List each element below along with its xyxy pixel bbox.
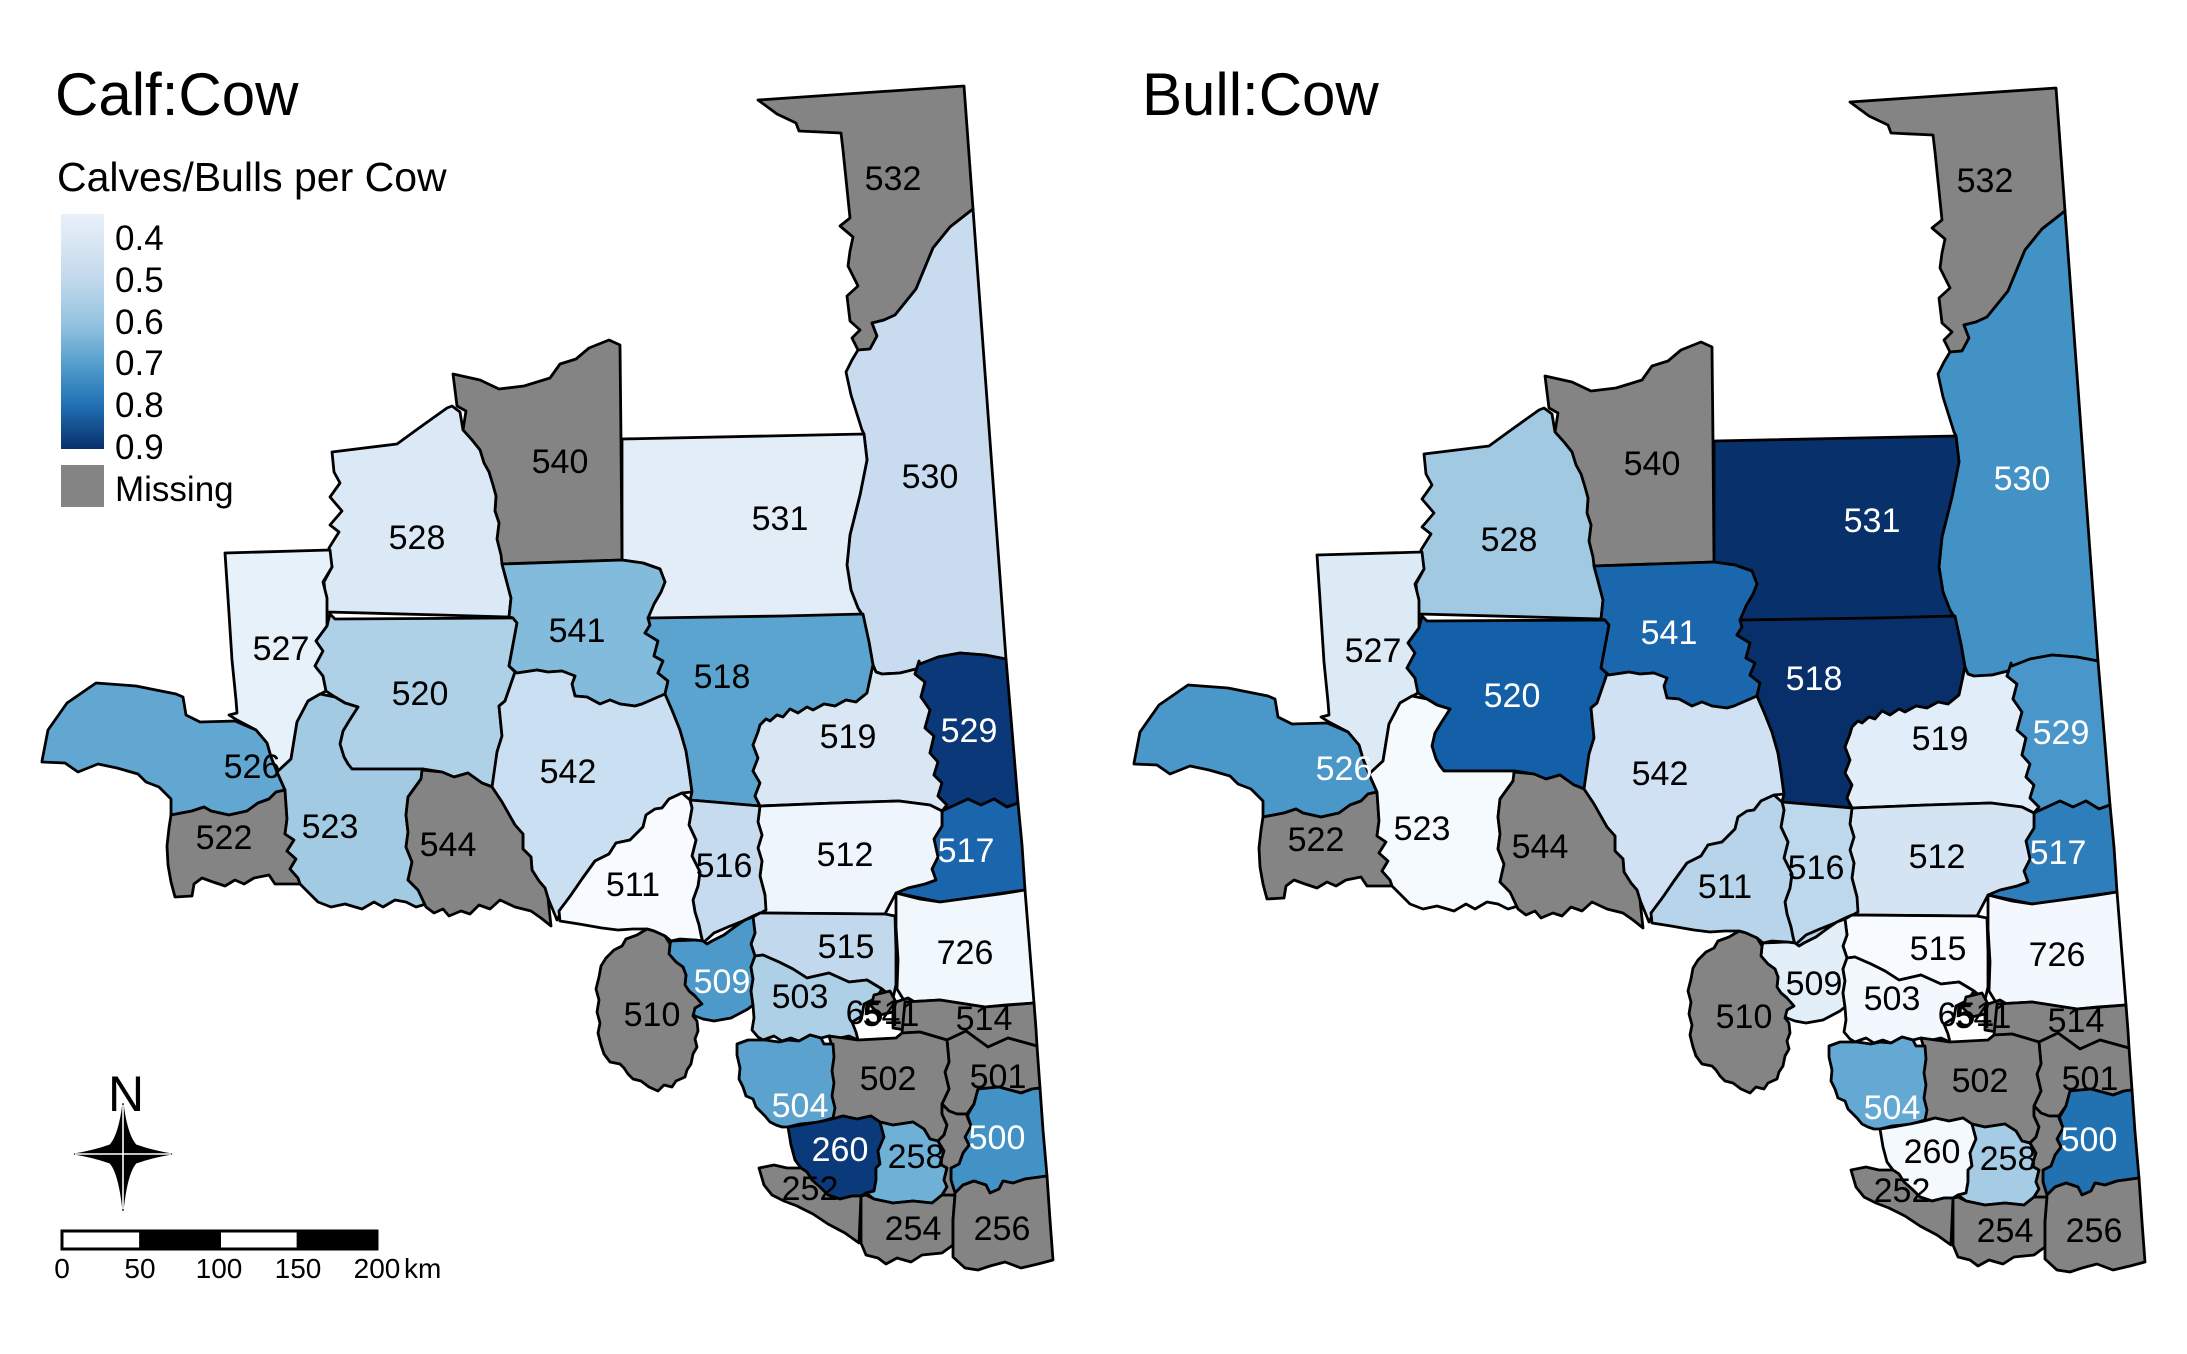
svg-text:501: 501 [2062,1060,2119,1098]
svg-text:514: 514 [956,1000,1013,1038]
svg-text:530: 530 [902,458,959,496]
svg-text:260: 260 [1904,1133,1961,1171]
svg-text:512: 512 [1909,838,1966,876]
svg-text:256: 256 [2066,1212,2123,1250]
svg-text:50: 50 [124,1253,155,1284]
svg-text:531: 531 [752,500,809,538]
svg-text:0.9: 0.9 [115,428,164,467]
svg-text:0.6: 0.6 [115,303,164,342]
svg-text:529: 529 [941,712,998,750]
svg-text:542: 542 [1632,755,1689,793]
svg-text:100: 100 [196,1253,243,1284]
svg-text:258: 258 [888,1138,945,1176]
svg-text:529: 529 [2033,714,2090,752]
svg-text:542: 542 [540,753,597,791]
svg-text:515: 515 [1910,930,1967,968]
svg-text:509: 509 [1786,965,1843,1003]
svg-text:500: 500 [2061,1121,2118,1159]
svg-text:541: 541 [1955,998,2012,1036]
svg-text:528: 528 [389,519,446,557]
svg-text:526: 526 [1316,750,1373,788]
svg-text:500: 500 [969,1119,1026,1157]
svg-text:256: 256 [974,1210,1031,1248]
svg-text:523: 523 [302,808,359,846]
svg-text:651: 651 [1938,996,1995,1034]
svg-text:544: 544 [1512,828,1569,866]
svg-text:651: 651 [846,994,903,1032]
svg-text:509: 509 [694,963,751,1001]
svg-text:541: 541 [549,612,606,650]
svg-text:726: 726 [937,934,994,972]
svg-text:260: 260 [812,1131,869,1169]
svg-text:0: 0 [54,1253,70,1284]
svg-text:541: 541 [863,996,920,1034]
svg-text:518: 518 [1786,660,1843,698]
svg-text:517: 517 [938,832,995,870]
svg-text:0.5: 0.5 [115,261,164,300]
svg-text:504: 504 [1864,1089,1921,1127]
svg-text:Missing: Missing [115,470,234,509]
svg-text:0.4: 0.4 [115,219,164,258]
svg-text:541: 541 [1641,614,1698,652]
svg-text:520: 520 [392,675,449,713]
svg-text:504: 504 [772,1087,829,1125]
svg-text:522: 522 [196,819,253,857]
svg-text:510: 510 [624,996,681,1034]
svg-text:515: 515 [818,928,875,966]
svg-text:Bull:Cow: Bull:Cow [1142,61,1379,128]
svg-text:511: 511 [1698,868,1752,906]
svg-text:518: 518 [694,658,751,696]
svg-text:540: 540 [1624,445,1681,483]
svg-text:258: 258 [1980,1140,2037,1178]
svg-text:254: 254 [1977,1212,2034,1250]
svg-text:510: 510 [1716,998,1773,1036]
svg-text:532: 532 [1957,162,2014,200]
svg-text:517: 517 [2030,834,2087,872]
svg-text:528: 528 [1481,521,1538,559]
svg-text:519: 519 [1912,720,1969,758]
svg-text:502: 502 [860,1060,917,1098]
svg-text:527: 527 [253,630,310,668]
svg-text:503: 503 [1864,980,1921,1018]
svg-text:514: 514 [2048,1002,2105,1040]
svg-text:540: 540 [532,443,589,481]
svg-text:150: 150 [275,1253,322,1284]
svg-text:0.8: 0.8 [115,386,164,425]
svg-text:522: 522 [1288,821,1345,859]
svg-text:512: 512 [817,836,874,874]
svg-text:516: 516 [1788,849,1845,887]
svg-text:N: N [108,1066,144,1122]
svg-text:Calves/Bulls per Cow: Calves/Bulls per Cow [57,154,447,200]
svg-text:516: 516 [696,847,753,885]
svg-text:0.7: 0.7 [115,344,164,383]
svg-text:503: 503 [772,978,829,1016]
svg-text:501: 501 [970,1058,1027,1096]
svg-text:km: km [404,1253,441,1284]
svg-text:726: 726 [2029,936,2086,974]
svg-text:523: 523 [1394,810,1451,848]
svg-text:511: 511 [606,866,660,904]
svg-text:519: 519 [820,718,877,756]
svg-text:527: 527 [1345,632,1402,670]
svg-text:252: 252 [1874,1172,1931,1210]
svg-text:532: 532 [865,160,922,198]
svg-text:531: 531 [1844,502,1901,540]
svg-text:200: 200 [354,1253,401,1284]
svg-text:Calf:Cow: Calf:Cow [55,61,299,128]
svg-text:502: 502 [1952,1062,2009,1100]
svg-text:520: 520 [1484,677,1541,715]
svg-text:544: 544 [420,826,477,864]
svg-text:254: 254 [885,1210,942,1248]
svg-text:526: 526 [224,748,281,786]
svg-text:252: 252 [782,1170,839,1208]
svg-text:530: 530 [1994,460,2051,498]
